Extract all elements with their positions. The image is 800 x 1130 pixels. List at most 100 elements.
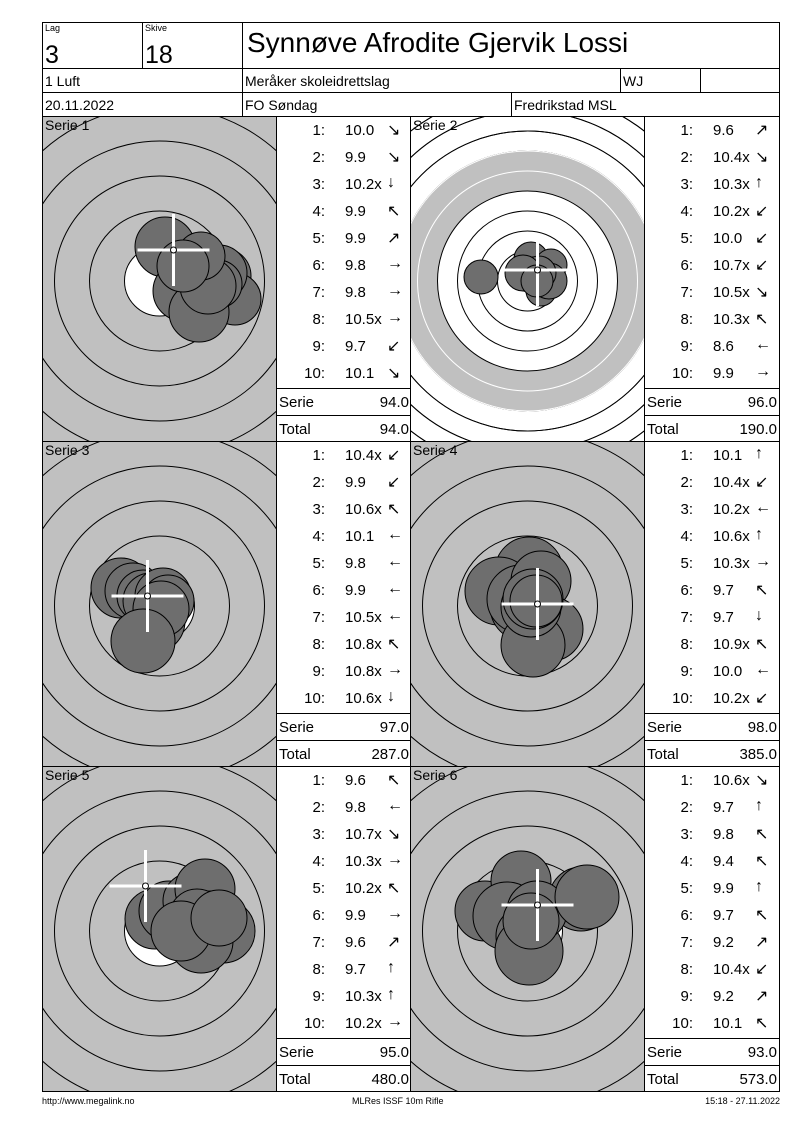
sum-label: Total [647,1071,679,1088]
shot-score: 9.7 [713,799,734,816]
shot-row: 8: 10.3x ↖ [645,306,779,333]
shot-direction-icon: ↑ [755,878,763,895]
shot-row: 6: 9.8 → [277,252,411,279]
shot-mark [156,239,210,293]
target-panel: Serie 3 [42,441,277,767]
footer-url[interactable]: http://www.megalink.no [42,1096,135,1106]
shot-score: 10.2x [713,501,750,518]
shot-row: 1: 10.6x ↘ [645,767,779,794]
target-ring [411,150,644,412]
shot-row: 2: 9.9 ↘ [277,144,411,171]
shot-direction-icon: ↘ [387,149,401,166]
sum-label: Serie [647,394,683,411]
shot-score: 9.9 [345,582,366,599]
series-score-row: Serie 98.0 [645,713,779,741]
sum-label: Serie [279,1044,315,1061]
sum-label: Total [647,746,679,763]
shot-number: 1: [680,772,693,789]
shot-direction-icon: → [387,282,403,299]
shot-row: 6: 9.7 ↖ [645,577,779,604]
shot-row: 9: 9.7 ↙ [277,333,411,360]
shot-score: 10.4x [345,447,382,464]
shot-row: 10: 10.2x → [277,1010,411,1037]
shot-number: 10: [304,365,325,382]
sum-label: Serie [647,719,683,736]
shot-row: 7: 10.5x ↘ [645,279,779,306]
shot-row: 8: 10.5x → [277,306,411,333]
shot-direction-icon: ↑ [387,959,395,976]
shot-direction-icon: ↖ [387,636,401,653]
shot-score: 9.8 [345,799,366,816]
target-ring [417,170,638,392]
skive-label: Skive [145,23,168,33]
sum-value: 287.0 [371,746,409,763]
shot-row: 3: 10.3x ↑ [645,171,779,198]
shot-row: 8: 10.8x ↖ [277,631,411,658]
target-svg [43,767,276,1091]
series-score-row: Serie 95.0 [277,1038,411,1066]
shot-row: 6: 9.9 ← [277,577,411,604]
shot-number: 1: [312,447,325,464]
class-cell: 1 Luft [42,68,243,93]
shooter-name: Synnøve Afrodite Gjervik Lossi [247,27,629,58]
shot-number: 9: [680,988,693,1005]
target-ring [411,465,644,747]
shot-direction-icon: ↗ [387,230,401,247]
shot-direction-icon: → [387,905,403,922]
shot-direction-icon: ↙ [387,338,401,355]
shot-direction-icon: → [387,661,403,678]
shot-number: 6: [312,257,325,274]
shot-row: 5: 9.9 ↑ [645,875,779,902]
shot-score: 10.5x [345,609,382,626]
shot-number: 8: [680,961,693,978]
running-total-row: Total 190.0 [645,415,779,443]
shot-direction-icon: ↗ [387,934,401,951]
shot-direction-icon: ↗ [755,934,769,951]
shot-score: 10.0 [713,230,743,247]
shot-direction-icon: ↙ [755,203,769,220]
shot-row: 3: 10.2x ↓ [277,171,411,198]
shot-score: 10.3x [713,311,750,328]
shot-number: 5: [680,230,693,247]
shot-direction-icon: ↘ [387,122,401,139]
shot-score: 9.9 [345,474,366,491]
shot-score: 10.9x [713,636,750,653]
shot-number: 10: [672,690,693,707]
lag-value: 3 [45,41,59,69]
shot-score: 9.7 [713,609,734,626]
target-svg [411,767,644,1091]
shot-number: 10: [304,690,325,707]
target-ring [54,500,265,712]
shot-number: 10: [672,1015,693,1032]
target-ring [89,535,230,677]
shot-number: 6: [312,582,325,599]
shot-score: 9.7 [713,907,734,924]
sum-label: Total [279,421,311,438]
shot-direction-icon: ← [387,797,403,814]
shot-number: 9: [312,663,325,680]
shot-direction-icon: ↗ [755,988,769,1005]
shot-row: 5: 9.9 ↗ [277,225,411,252]
lag-cell: Lag 3 [42,22,143,69]
series-score-row: Serie 97.0 [277,713,411,741]
date-cell: 20.11.2022 [42,92,243,117]
shot-row: 5: 10.0 ↙ [645,225,779,252]
sum-value: 95.0 [379,1044,409,1061]
shot-direction-icon: ↘ [755,284,769,301]
shot-row: 4: 9.4 ↖ [645,848,779,875]
sum-value: 385.0 [739,746,777,763]
crosshair-center [534,600,541,608]
shot-row: 6: 10.7x ↙ [645,252,779,279]
empty-cell [700,68,780,93]
shot-number: 7: [312,934,325,951]
shot-mark [554,864,620,930]
shot-number: 2: [312,474,325,491]
shot-row: 5: 9.8 ← [277,550,411,577]
shot-number: 2: [312,149,325,166]
class-text: 1 Luft [45,73,81,89]
shot-number: 6: [312,907,325,924]
sum-label: Serie [279,719,315,736]
series-label: Serie 2 [413,117,458,133]
shot-number: 5: [312,880,325,897]
shot-direction-icon: ↘ [755,149,769,166]
